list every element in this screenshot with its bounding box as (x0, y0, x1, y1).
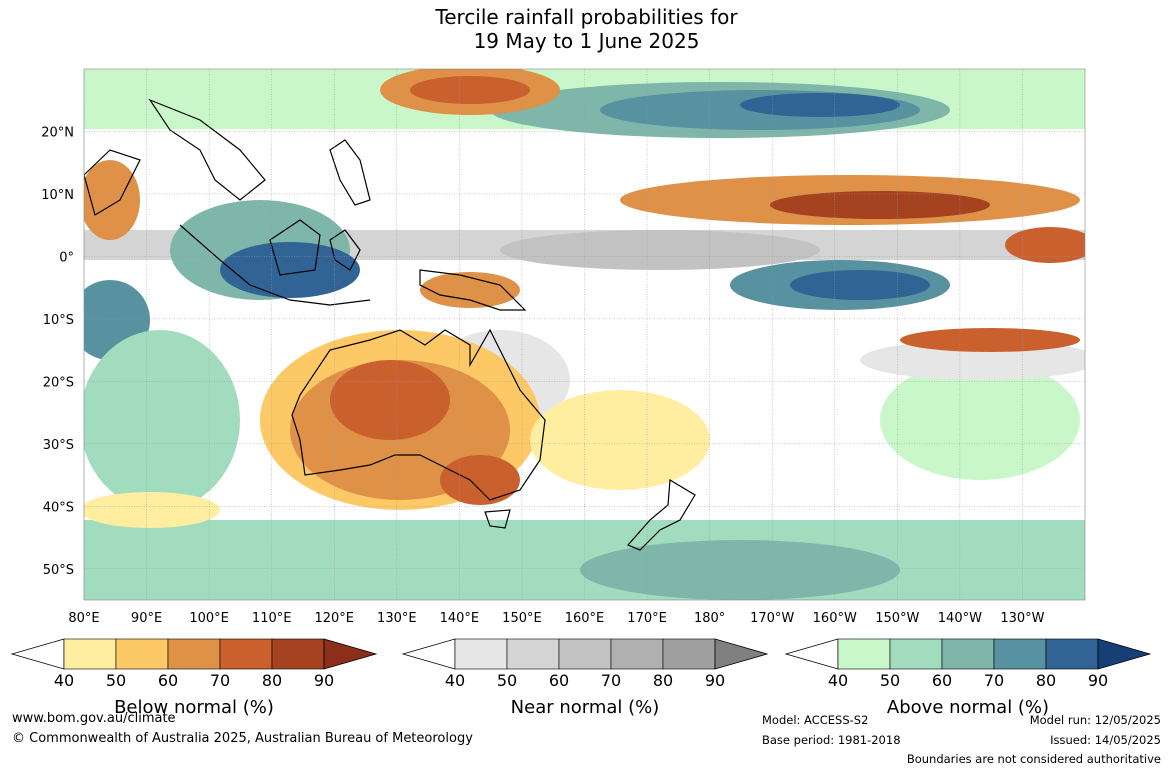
colorbar-low-extension (401, 638, 456, 670)
colorbar-cell (506, 638, 560, 670)
colorbar-cell (610, 638, 664, 670)
colorbar-cell (167, 638, 221, 670)
colorbar-low-extension (10, 638, 65, 670)
colorbar-tick-label: 90 (1088, 671, 1108, 690)
footer-copyright: © Commonwealth of Australia 2025, Austra… (12, 731, 473, 746)
colorbar-cell (993, 638, 1047, 670)
colorbar-tick-label: 60 (158, 671, 178, 690)
map-gridlines (83, 69, 1085, 600)
map-title-line-1: Tercile rainfall probabilities for (435, 5, 738, 29)
colorbar-cell (1045, 638, 1099, 670)
colorbar-title: Above normal (%) (887, 697, 1049, 718)
colorbar-tick-label: 80 (1036, 671, 1056, 690)
colorbar-tick-label: 40 (54, 671, 74, 690)
colorbar-tick-label: 50 (497, 671, 517, 690)
colorbar-tick-label: 80 (262, 671, 282, 690)
colorbar-tick-label: 70 (210, 671, 230, 690)
colorbar-tick-label: 60 (549, 671, 569, 690)
colorbar-tick-label: 50 (106, 671, 126, 690)
lat-tick-label: 10°N (41, 188, 74, 203)
colorbar-high-extension (1097, 638, 1152, 670)
colorbar-title: Below normal (%) (114, 697, 274, 718)
colorbar-cell (558, 638, 612, 670)
lon-tick-label: 140°W (938, 611, 982, 626)
map-area (84, 69, 1085, 600)
lat-tick-label: 20°N (41, 125, 74, 140)
longitude-labels: 80°E 90°E 100°E 110°E 120°E 130°E 140°E 150°E 16… (68, 611, 1044, 626)
colorbar-cell (454, 638, 508, 670)
colorbar-cell (63, 638, 117, 670)
footer-issued: Issued: 14/05/2025 (1050, 733, 1161, 747)
colorbar-tick-label: 70 (601, 671, 621, 690)
colorbar-tick-label: 90 (314, 671, 334, 690)
lon-tick-label: 100°E (189, 611, 229, 626)
colorbar-tick-label: 40 (445, 671, 465, 690)
footer-url: www.bom.gov.au/climate (12, 711, 176, 726)
lon-tick-label: 160°E (565, 611, 605, 626)
lon-tick-label: 130°E (377, 611, 417, 626)
colorbar-cell (115, 638, 169, 670)
colorbar-high-extension (323, 638, 378, 670)
colorbar-cell (889, 638, 943, 670)
colorbar-low-extension (784, 638, 839, 670)
footer-model: Model: ACCESS-S2 (762, 713, 869, 727)
colorbar-title: Near normal (%) (511, 697, 660, 718)
lat-tick-label: 50°S (43, 563, 74, 578)
colorbar-cell (219, 638, 273, 670)
map-title-line-2: 19 May to 1 June 2025 (473, 29, 700, 53)
lat-tick-label: 20°S (43, 375, 74, 390)
lat-tick-label: 40°S (43, 500, 74, 515)
map-frame (83, 68, 1086, 601)
lon-tick-label: 120°E (314, 611, 354, 626)
colorbar-tick-label: 80 (653, 671, 673, 690)
colorbar-tick-label: 70 (984, 671, 1004, 690)
lon-tick-label: 140°E (440, 611, 480, 626)
lon-tick-label: 170°E (627, 611, 667, 626)
colorbar-high-extension (714, 638, 769, 670)
lon-tick-label: 170°W (750, 611, 794, 626)
lat-tick-label: 30°S (43, 438, 74, 453)
colorbar-tick-label: 50 (880, 671, 900, 690)
lon-tick-label: 90°E (131, 611, 162, 626)
colorbar-cell (662, 638, 716, 670)
colorbar: 40 50 60 70 80 90 Above normal (%) (784, 638, 1152, 718)
footer-disclaimer: Boundaries are not considered authoritat… (906, 752, 1161, 766)
footer-base-period: Base period: 1981-2018 (762, 733, 901, 747)
lat-tick-label: 10°S (43, 313, 74, 328)
colorbar-cell (941, 638, 995, 670)
colorbar-tick-label: 60 (932, 671, 952, 690)
colorbar: 40 50 60 70 80 90 Below normal (%) (10, 638, 378, 718)
latitude-labels: 20°N 10°N 0° 10°S 20°S 30°S 40°S 50°S (41, 125, 74, 577)
colorbar-tick-label: 90 (705, 671, 725, 690)
lon-tick-label: 80°E (68, 611, 99, 626)
colorbar-cell (837, 638, 891, 670)
colorbars: 40 50 60 70 80 90 Below normal (%) 40 50 60 70 80 90… (10, 638, 1152, 718)
lon-tick-label: 130°W (1000, 611, 1044, 626)
lon-tick-label: 150°E (502, 611, 542, 626)
colorbar: 40 50 60 70 80 90 Near normal (%) (401, 638, 769, 718)
colorbar-cell (271, 638, 325, 670)
lon-tick-label: 110°E (252, 611, 292, 626)
colorbar-tick-label: 40 (828, 671, 848, 690)
footer-model-run: Model run: 12/05/2025 (1029, 713, 1161, 727)
lon-tick-label: 160°W (813, 611, 857, 626)
lon-tick-label: 150°W (875, 611, 919, 626)
lat-tick-label: 0° (59, 250, 74, 265)
lon-tick-label: 180° (694, 611, 725, 626)
